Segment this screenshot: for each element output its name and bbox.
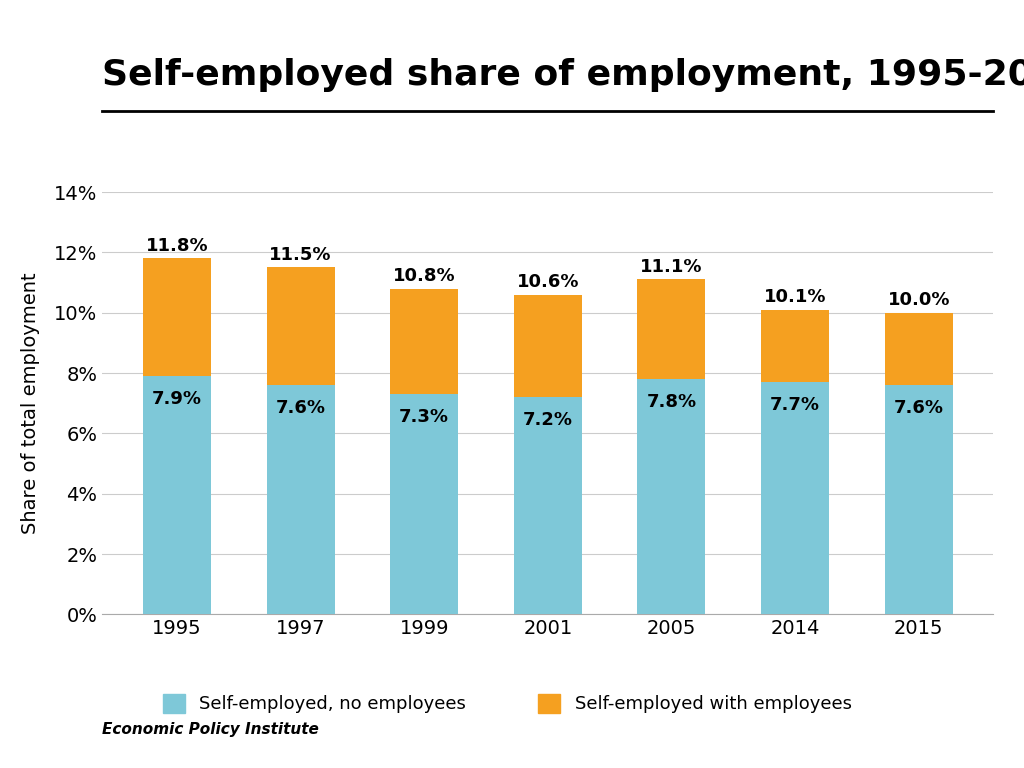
Text: 7.6%: 7.6% <box>275 399 326 417</box>
Bar <box>761 382 829 614</box>
Bar <box>143 258 211 376</box>
Y-axis label: Share of total employment: Share of total employment <box>22 273 40 534</box>
Text: Economic Policy Institute: Economic Policy Institute <box>102 722 319 737</box>
Bar <box>266 267 335 385</box>
Bar <box>390 394 458 614</box>
Text: 7.6%: 7.6% <box>894 399 944 417</box>
Text: 7.9%: 7.9% <box>152 389 202 408</box>
Text: 7.8%: 7.8% <box>646 392 696 411</box>
Text: Self-employed share of employment, 1995-2015: Self-employed share of employment, 1995-… <box>102 58 1024 92</box>
Bar <box>761 310 829 382</box>
Bar <box>143 376 211 614</box>
Text: 11.5%: 11.5% <box>269 246 332 264</box>
Bar <box>638 280 706 379</box>
Text: 7.2%: 7.2% <box>523 411 572 429</box>
Bar <box>390 289 458 394</box>
Text: 7.7%: 7.7% <box>770 396 820 414</box>
Bar <box>638 379 706 614</box>
Text: 10.0%: 10.0% <box>888 291 950 309</box>
Bar <box>885 313 952 385</box>
Bar <box>266 385 335 614</box>
Text: 11.1%: 11.1% <box>640 258 702 276</box>
Text: 10.6%: 10.6% <box>516 273 580 291</box>
Text: 11.8%: 11.8% <box>145 237 208 255</box>
Text: 10.1%: 10.1% <box>764 288 826 306</box>
Bar <box>885 385 952 614</box>
Bar <box>514 397 582 614</box>
Bar <box>514 295 582 397</box>
Text: 7.3%: 7.3% <box>399 408 450 425</box>
Text: 10.8%: 10.8% <box>393 267 456 285</box>
Legend: Self-employed, no employees, Self-employed with employees: Self-employed, no employees, Self-employ… <box>156 687 859 720</box>
